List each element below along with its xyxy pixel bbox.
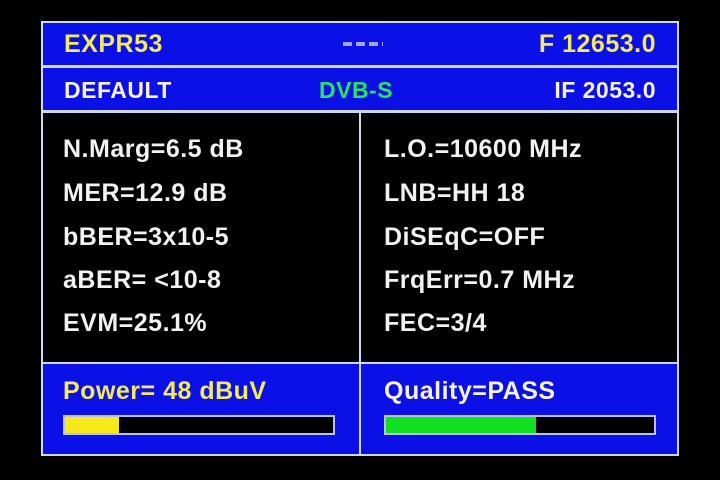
meter-screen: EXPR53 F 12653.0 DEFAULT DVB-S IF 2053.0… xyxy=(41,21,679,456)
param-lnb: LNB=HH 18 xyxy=(384,179,526,207)
param-diseqc: DiSEqC=OFF xyxy=(384,223,546,251)
power-label: Power= 48 dBuV xyxy=(63,377,267,405)
standard: DVB-S xyxy=(319,77,394,103)
quality-bar xyxy=(384,415,656,435)
power-bar-fill xyxy=(65,417,119,433)
preset-name: DEFAULT xyxy=(64,77,172,103)
param-noise-margin: N.Marg=6.5 dB xyxy=(63,135,244,163)
header-bar: EXPR53 F 12653.0 xyxy=(43,23,677,65)
param-fec: FEC=3/4 xyxy=(384,309,487,337)
if-frequency: IF 2053.0 xyxy=(554,77,656,103)
param-mer: MER=12.9 dB xyxy=(63,179,228,207)
quality-label: Quality=PASS xyxy=(384,377,556,405)
param-lo: L.O.=10600 MHz xyxy=(384,135,583,163)
frequency: F 12653.0 xyxy=(538,30,656,58)
param-aber: aBER= <10-8 xyxy=(63,266,222,294)
power-bar xyxy=(63,415,335,435)
param-evm: EVM=25.1% xyxy=(63,309,208,337)
column-divider xyxy=(359,113,361,454)
param-frqerr: FrqErr=0.7 MHz xyxy=(384,266,576,294)
param-bber: bBER=3x10-5 xyxy=(63,223,229,251)
quality-bar-fill xyxy=(386,417,537,433)
small-indicator-text xyxy=(343,42,383,46)
channel-name: EXPR53 xyxy=(64,30,163,58)
subheader-bar: DEFAULT DVB-S IF 2053.0 xyxy=(43,68,677,110)
